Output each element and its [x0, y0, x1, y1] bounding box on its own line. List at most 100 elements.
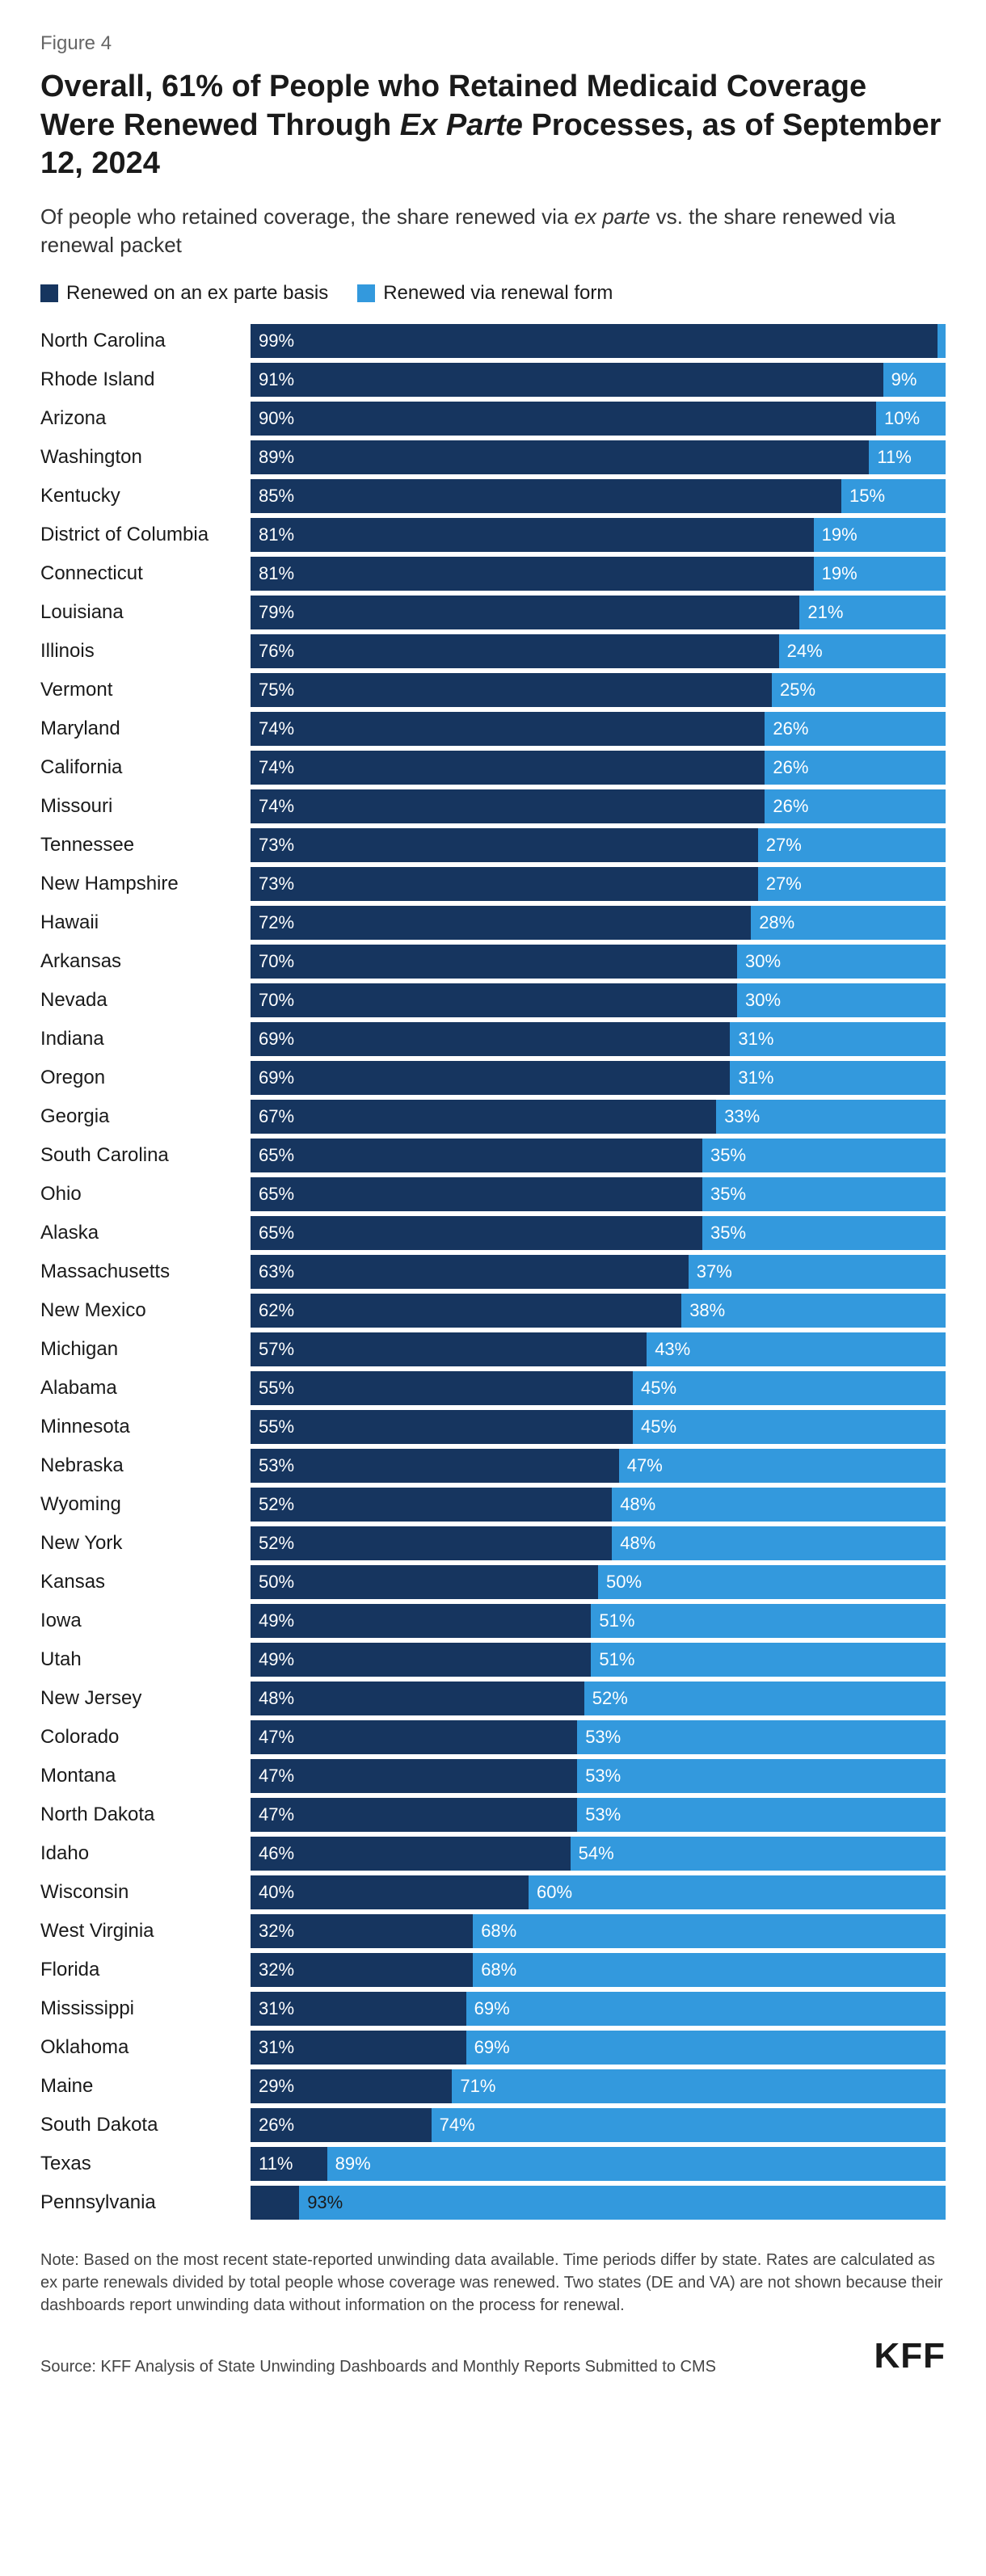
- bar-segment-form: 35%: [702, 1139, 946, 1172]
- bar-segment-form: 19%: [814, 557, 946, 591]
- bar-track: 81%19%: [251, 518, 946, 552]
- state-label: Arkansas: [40, 950, 251, 973]
- state-label: Georgia: [40, 1105, 251, 1128]
- state-label: Iowa: [40, 1610, 251, 1632]
- bar-segment-form: 50%: [598, 1565, 946, 1599]
- chart-row: Pennsylvania 93%: [40, 2186, 946, 2220]
- bar-segment-exparte: 65%: [251, 1139, 702, 1172]
- state-label: Wyoming: [40, 1493, 251, 1516]
- bar-segment-form: 69%: [466, 1992, 946, 2026]
- state-label: Pennsylvania: [40, 2191, 251, 2214]
- legend-swatch-exparte: [40, 284, 58, 302]
- state-label: Colorado: [40, 1726, 251, 1749]
- bar-segment-exparte: 70%: [251, 983, 737, 1017]
- bar-segment-form: 71%: [452, 2069, 946, 2103]
- bar-segment-form: 37%: [689, 1255, 946, 1289]
- bar-track: 31%69%: [251, 1992, 946, 2026]
- bar-track: 85%15%: [251, 479, 946, 513]
- chart-row: Rhode Island91%9%: [40, 363, 946, 397]
- state-label: Oregon: [40, 1067, 251, 1089]
- bar-track: 47%53%: [251, 1798, 946, 1832]
- bar-segment-form: 52%: [584, 1682, 946, 1715]
- bar-segment-exparte: 67%: [251, 1100, 716, 1134]
- chart-row: Ohio65%35%: [40, 1177, 946, 1211]
- subtitle-pre: Of people who retained coverage, the sha…: [40, 204, 575, 229]
- bar-track: 65%35%: [251, 1216, 946, 1250]
- state-label: Kentucky: [40, 485, 251, 507]
- bar-segment-exparte: 75%: [251, 673, 772, 707]
- chart-row: South Dakota26%74%: [40, 2108, 946, 2142]
- bar-segment-exparte: 31%: [251, 2031, 466, 2065]
- bar-track: 70%30%: [251, 983, 946, 1017]
- bar-segment-exparte: 48%: [251, 1682, 584, 1715]
- bar-segment-form: 53%: [577, 1720, 946, 1754]
- state-label: Louisiana: [40, 601, 251, 624]
- bar-track: 89%11%: [251, 440, 946, 474]
- legend-item-form: Renewed via renewal form: [357, 282, 613, 305]
- bar-segment-exparte: 57%: [251, 1332, 647, 1366]
- bar-track: 70%30%: [251, 945, 946, 979]
- chart-row: Kentucky85%15%: [40, 479, 946, 513]
- bar-overflow-label: 93%: [299, 2186, 343, 2220]
- bar-segment-exparte: 32%: [251, 1953, 473, 1987]
- state-label: District of Columbia: [40, 524, 251, 546]
- state-label: Kansas: [40, 1571, 251, 1593]
- bar-segment-exparte: 47%: [251, 1720, 577, 1754]
- chart-row: Iowa49%51%: [40, 1604, 946, 1638]
- chart-row: Indiana69%31%: [40, 1022, 946, 1056]
- bar-segment-exparte: 55%: [251, 1371, 633, 1405]
- chart-row: Kansas50%50%: [40, 1565, 946, 1599]
- bar-track: 91%9%: [251, 363, 946, 397]
- state-label: New York: [40, 1532, 251, 1555]
- chart-row: Arizona90%10%: [40, 402, 946, 436]
- bar-track: 29%71%: [251, 2069, 946, 2103]
- bar-segment-form: 51%: [591, 1604, 946, 1638]
- bar-segment-exparte: 69%: [251, 1061, 730, 1095]
- bar-segment-exparte: 53%: [251, 1449, 619, 1483]
- state-label: Oklahoma: [40, 2036, 251, 2059]
- subtitle-em: ex parte: [575, 204, 651, 229]
- chart-row: Tennessee73%27%: [40, 828, 946, 862]
- bar-segment-form: 45%: [633, 1410, 946, 1444]
- state-label: Nevada: [40, 989, 251, 1012]
- chart-row: West Virginia32%68%: [40, 1914, 946, 1948]
- bar-segment-exparte: 79%: [251, 596, 799, 629]
- bar-segment-exparte: 63%: [251, 1255, 689, 1289]
- bar-segment-exparte: 99%: [251, 324, 938, 358]
- bar-track: 69%31%: [251, 1061, 946, 1095]
- chart-row: Maine29%71%: [40, 2069, 946, 2103]
- state-label: Tennessee: [40, 834, 251, 857]
- bar-segment-form: 35%: [702, 1177, 946, 1211]
- chart-row: California74%26%: [40, 751, 946, 785]
- legend-item-exparte: Renewed on an ex parte basis: [40, 282, 328, 305]
- state-label: North Dakota: [40, 1804, 251, 1826]
- legend-swatch-form: [357, 284, 375, 302]
- chart-row: Texas11%89%: [40, 2147, 946, 2181]
- bar-segment-form: 48%: [612, 1488, 946, 1522]
- bar-segment-form: 35%: [702, 1216, 946, 1250]
- bar-track: 72%28%: [251, 906, 946, 940]
- state-label: Rhode Island: [40, 368, 251, 391]
- legend: Renewed on an ex parte basis Renewed via…: [40, 282, 946, 305]
- bar-track: 50%50%: [251, 1565, 946, 1599]
- chart-row: Vermont75%25%: [40, 673, 946, 707]
- bar-track: 74%26%: [251, 789, 946, 823]
- bar-segment-exparte: 49%: [251, 1604, 591, 1638]
- chart-row: Wisconsin40%60%: [40, 1875, 946, 1909]
- chart-row: Montana47%53%: [40, 1759, 946, 1793]
- chart-row: Georgia67%33%: [40, 1100, 946, 1134]
- bar-segment-exparte: 65%: [251, 1216, 702, 1250]
- chart-row: Washington89%11%: [40, 440, 946, 474]
- state-label: Wisconsin: [40, 1881, 251, 1904]
- state-label: Alabama: [40, 1377, 251, 1400]
- state-label: Connecticut: [40, 562, 251, 585]
- bar-segment-exparte: 73%: [251, 828, 758, 862]
- state-label: Nebraska: [40, 1454, 251, 1477]
- bar-track: 74%26%: [251, 751, 946, 785]
- chart-row: Massachusetts63%37%: [40, 1255, 946, 1289]
- bar-segment-exparte: 72%: [251, 906, 751, 940]
- bar-segment-form: 28%: [751, 906, 946, 940]
- chart-row: Oklahoma31%69%: [40, 2031, 946, 2065]
- bar-track: 55%45%: [251, 1410, 946, 1444]
- bar-segment-exparte: [251, 2186, 299, 2220]
